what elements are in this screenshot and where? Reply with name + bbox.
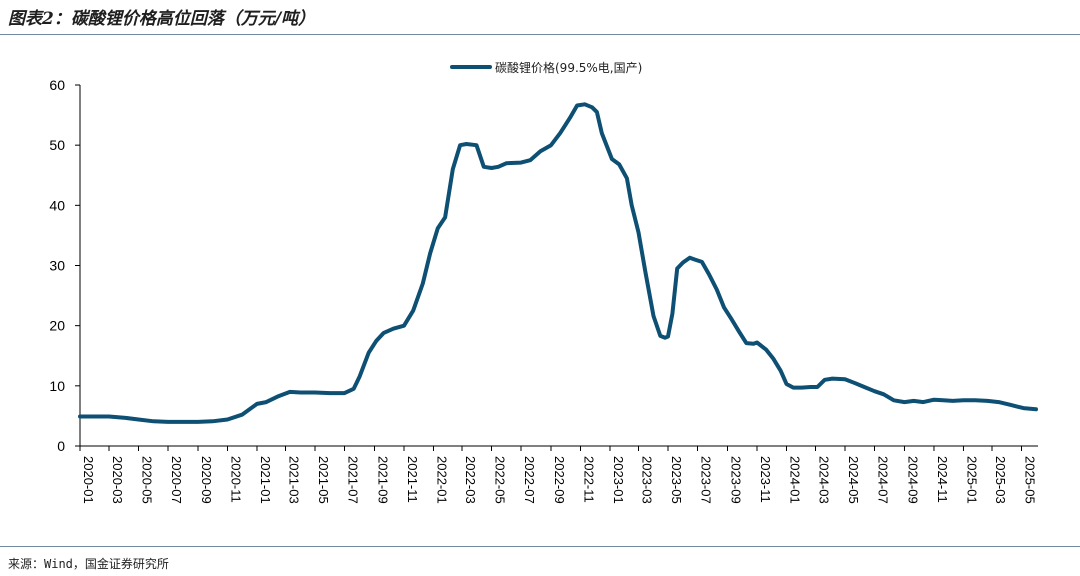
- x-tick-label: 2024-07: [875, 456, 890, 504]
- x-tick-label: 2023-03: [640, 456, 655, 504]
- x-tick-label: 2021-05: [316, 456, 331, 504]
- y-tick-group: 0 10 20 30 40 50 60: [49, 77, 80, 454]
- x-tick-label: 2020-05: [140, 456, 155, 504]
- source-note: 来源：Wind，国金证券研究所: [8, 557, 169, 571]
- x-tick-label: 2024-03: [816, 456, 831, 504]
- y-tick-label: 0: [57, 438, 65, 454]
- x-tick-label: 2025-03: [993, 456, 1008, 504]
- x-tick-label: 2024-09: [905, 456, 920, 504]
- y-tick-label: 20: [49, 318, 65, 334]
- x-tick-label: 2022-01: [434, 456, 449, 504]
- chart-legend: 碳酸锂价格(99.5%电,国产): [450, 60, 642, 75]
- x-tick-label: 2024-11: [935, 456, 950, 503]
- x-tick-label: 2020-01: [81, 456, 96, 504]
- x-tick-label: 2020-09: [199, 456, 214, 504]
- x-tick-label: 2021-09: [375, 456, 390, 504]
- x-tick-label: 2021-11: [405, 456, 420, 503]
- x-tick-label: 2023-01: [611, 456, 626, 504]
- y-tick-label: 10: [49, 378, 65, 394]
- x-tick-label: 2022-11: [581, 456, 596, 503]
- x-tick-label: 2021-03: [287, 456, 302, 504]
- x-tick-label: 2024-01: [787, 456, 802, 504]
- x-tick-label: 2020-07: [169, 456, 184, 504]
- y-tick-label: 60: [49, 77, 65, 93]
- series-line-lithium-carbonate-price: [78, 102, 1038, 424]
- footer-divider: [0, 546, 1080, 547]
- x-tick-label: 2024-05: [846, 456, 861, 504]
- x-tick-label: 2025-01: [964, 456, 979, 504]
- legend-label: 碳酸锂价格(99.5%电,国产): [495, 60, 642, 75]
- x-tick-label: 2021-01: [258, 456, 273, 504]
- x-tick-label: 2022-03: [463, 456, 478, 504]
- x-tick-label: 2023-09: [728, 456, 743, 504]
- x-tick-label: 2023-11: [758, 456, 773, 503]
- x-tick-label: 2023-05: [669, 456, 684, 504]
- x-tick-group: 2020-01 2020-03 2020-05 2020-07 2020-09 2020-…: [79, 446, 1037, 504]
- y-tick-label: 30: [49, 258, 65, 274]
- y-tick-label: 50: [49, 137, 65, 153]
- x-tick-label: 2022-05: [493, 456, 508, 504]
- x-tick-label: 2021-07: [346, 456, 361, 504]
- x-tick-label: 2023-07: [699, 456, 714, 504]
- x-tick-label: 2022-07: [522, 456, 537, 504]
- x-tick-label: 2020-11: [228, 456, 243, 503]
- chart-axes: [79, 85, 1038, 447]
- chart-title: 图表2：碳酸锂价格高位回落（万元/吨）: [8, 9, 316, 29]
- x-tick-label: 2022-09: [552, 456, 567, 504]
- y-tick-label: 40: [49, 197, 65, 213]
- x-tick-label: 2025-05: [1022, 456, 1037, 504]
- title-divider: [0, 34, 1080, 35]
- x-tick-label: 2020-03: [110, 456, 125, 504]
